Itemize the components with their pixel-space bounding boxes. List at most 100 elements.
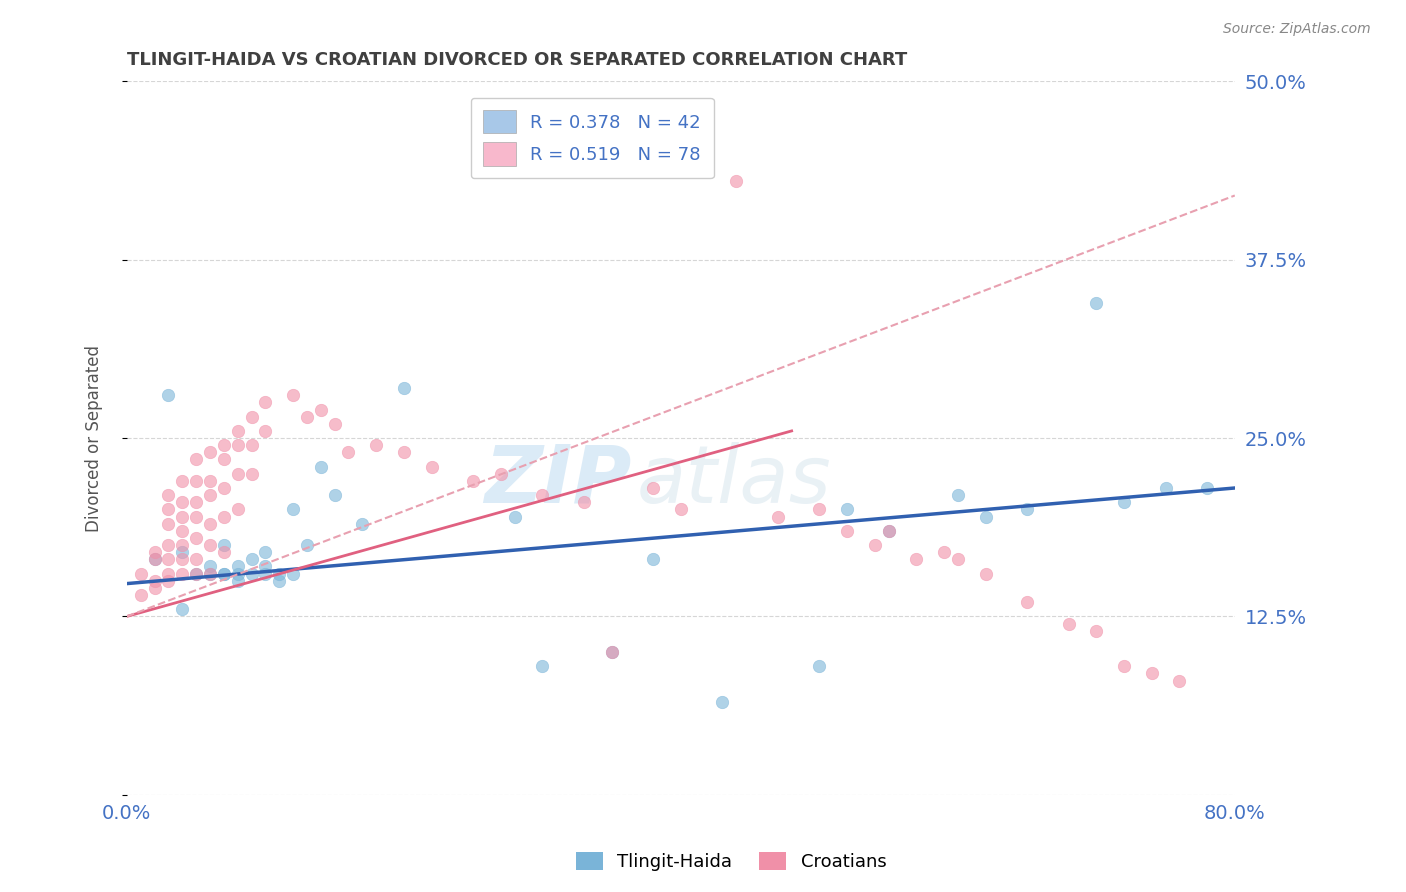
Point (198, 559, 221, 574)
Point (254, 424, 277, 438)
Point (186, 509, 208, 524)
Point (323, 488, 346, 502)
Point (172, 552, 194, 566)
Point (323, 417, 346, 431)
Point (643, 481, 665, 495)
Legend: R = 0.378   N = 42, R = 0.519   N = 78: R = 0.378 N = 42, R = 0.519 N = 78 (471, 97, 714, 178)
Point (835, 502, 858, 516)
Point (835, 524, 858, 538)
Point (172, 495, 194, 509)
Point (129, 588, 152, 602)
Point (240, 438, 263, 452)
Point (254, 545, 277, 559)
Text: Source: ZipAtlas.com: Source: ZipAtlas.com (1223, 22, 1371, 37)
Point (198, 445, 221, 459)
Point (905, 552, 928, 566)
Point (295, 538, 318, 552)
Point (309, 459, 332, 474)
Point (711, 695, 734, 709)
Point (212, 545, 235, 559)
Point (198, 516, 221, 531)
Point (198, 474, 221, 488)
Point (240, 409, 263, 424)
Point (669, 502, 692, 516)
Point (974, 566, 997, 581)
Point (392, 381, 415, 395)
Point (1140, 666, 1163, 681)
Point (172, 545, 194, 559)
Point (157, 552, 180, 566)
Point (531, 488, 554, 502)
Point (186, 495, 208, 509)
Text: TLINGIT-HAIDA VS CROATIAN DIVORCED OR SEPARATED CORRELATION CHART: TLINGIT-HAIDA VS CROATIAN DIVORCED OR SE… (127, 51, 907, 69)
Point (281, 502, 304, 516)
Point (269, 574, 291, 588)
Point (143, 552, 166, 566)
Point (352, 516, 374, 531)
Point (172, 509, 194, 524)
Point (172, 538, 194, 552)
Point (392, 445, 415, 459)
Point (643, 552, 665, 566)
Point (226, 467, 249, 481)
Point (1085, 295, 1108, 310)
Point (725, 174, 748, 188)
Point (226, 424, 249, 438)
Point (1112, 659, 1135, 673)
Point (212, 509, 235, 524)
Point (226, 438, 249, 452)
Point (503, 509, 526, 524)
Point (240, 552, 263, 566)
Point (295, 409, 318, 424)
Point (281, 388, 304, 402)
Point (572, 495, 595, 509)
Point (226, 566, 249, 581)
Point (198, 538, 221, 552)
Point (600, 645, 623, 659)
Point (932, 545, 955, 559)
Point (172, 524, 194, 538)
Point (157, 488, 180, 502)
Point (172, 602, 194, 616)
Point (281, 566, 304, 581)
Point (172, 474, 194, 488)
Point (766, 509, 789, 524)
Legend: Tlingit-Haida, Croatians: Tlingit-Haida, Croatians (568, 845, 894, 879)
Point (186, 474, 208, 488)
Point (212, 566, 235, 581)
Point (157, 388, 180, 402)
Point (240, 566, 263, 581)
Point (808, 659, 831, 673)
Point (186, 552, 208, 566)
Point (946, 552, 969, 566)
Point (143, 545, 166, 559)
Text: atlas: atlas (637, 442, 831, 520)
Point (198, 488, 221, 502)
Point (157, 574, 180, 588)
Point (863, 538, 886, 552)
Point (157, 516, 180, 531)
Point (877, 524, 900, 538)
Point (157, 566, 180, 581)
Point (877, 524, 900, 538)
Point (309, 402, 332, 417)
Point (1112, 495, 1135, 509)
Point (1015, 502, 1038, 516)
Point (212, 452, 235, 467)
Point (157, 538, 180, 552)
Point (1154, 481, 1177, 495)
Point (366, 438, 388, 452)
Point (198, 566, 221, 581)
Text: ZIP: ZIP (484, 442, 631, 520)
Point (254, 566, 277, 581)
Point (212, 481, 235, 495)
Point (254, 395, 277, 409)
Point (198, 566, 221, 581)
Point (1197, 481, 1219, 495)
Point (600, 645, 623, 659)
Point (186, 566, 208, 581)
Point (157, 502, 180, 516)
Point (531, 659, 554, 673)
Point (226, 559, 249, 574)
Point (143, 552, 166, 566)
